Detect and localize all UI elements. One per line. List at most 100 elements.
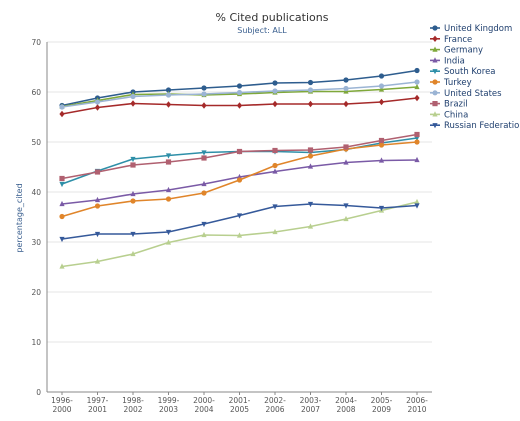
data-point-china — [236, 232, 243, 238]
data-point-russian-federation — [236, 213, 243, 219]
data-point-russian-federation — [272, 204, 278, 210]
data-point-united-states — [343, 85, 349, 92]
data-point-france — [272, 100, 278, 108]
x-tick-label: 2001-2005 — [229, 396, 251, 414]
data-point-russian-federation — [59, 236, 65, 243]
data-point-brazil — [272, 147, 278, 154]
data-point-germany — [378, 86, 385, 92]
data-point-india — [378, 157, 385, 163]
data-point-russian-federation — [94, 231, 101, 238]
data-point-china — [414, 198, 420, 205]
x-tick-label: 2004-2008 — [335, 396, 357, 414]
data-point-china — [165, 239, 172, 245]
y-tick-label: 10 — [31, 338, 41, 347]
x-tick-label: 2003-2007 — [300, 396, 322, 414]
y-tick-label: 20 — [31, 288, 41, 297]
data-point-india — [414, 156, 420, 163]
chart-title: % Cited publications — [216, 11, 329, 24]
data-point-united-states — [130, 93, 136, 100]
data-point-china — [201, 231, 207, 238]
data-point-united-states — [165, 92, 172, 98]
data-point-united-kingdom — [414, 67, 420, 74]
data-point-brazil — [130, 162, 136, 168]
x-tick-label: 2002-2006 — [264, 396, 286, 414]
data-point-united-kingdom — [343, 77, 349, 83]
x-tick-label: 2000-2004 — [193, 396, 215, 414]
data-point-france — [165, 101, 172, 108]
data-point-china — [94, 258, 101, 264]
data-point-india — [130, 190, 136, 197]
legend-label-united-kingdom: United Kingdom — [444, 24, 512, 34]
legend-label-india: India — [444, 56, 465, 66]
y-tick-label: 30 — [31, 238, 41, 247]
data-point-india — [343, 159, 349, 165]
data-point-brazil — [94, 169, 101, 175]
y-tick-label: 50 — [31, 138, 41, 147]
data-point-south-korea — [165, 153, 172, 159]
legend-marker-france — [432, 35, 438, 42]
chart-subtitle: Subject: ALL — [237, 26, 287, 35]
y-tick-label: 40 — [31, 188, 41, 197]
data-point-united-states — [236, 89, 243, 96]
data-point-russian-federation — [130, 231, 136, 238]
legend-label-china: China — [444, 110, 468, 120]
data-point-united-kingdom — [307, 79, 314, 86]
data-point-brazil — [378, 137, 385, 144]
data-point-brazil — [59, 175, 65, 182]
data-point-brazil — [165, 159, 172, 165]
data-point-russian-federation — [165, 229, 172, 236]
data-point-south-korea — [201, 150, 207, 156]
legend-label-united-states: United States — [444, 89, 502, 99]
data-point-france — [236, 102, 243, 109]
x-tick-label: 1998-2002 — [122, 396, 144, 414]
y-tick-label: 60 — [31, 88, 41, 97]
data-point-brazil — [414, 131, 420, 138]
x-tick-label: 2006-2010 — [406, 396, 428, 414]
legend-marker-germany — [432, 46, 438, 52]
data-point-france — [94, 104, 101, 111]
data-point-united-states — [94, 99, 101, 105]
data-point-turkey — [414, 139, 420, 145]
data-point-turkey — [236, 177, 243, 183]
data-point-united-kingdom — [236, 83, 243, 89]
data-point-russian-federation — [343, 203, 349, 209]
data-point-south-korea — [59, 181, 65, 188]
x-tick-label: 2005-2009 — [371, 396, 393, 414]
data-point-china — [343, 215, 349, 222]
data-point-china — [272, 228, 278, 235]
data-point-india — [165, 186, 172, 193]
data-point-turkey — [165, 196, 172, 202]
legend-label-south-korea: South Korea — [444, 67, 496, 77]
legend-marker-united-kingdom — [432, 25, 438, 31]
data-point-turkey — [378, 142, 385, 148]
data-point-south-korea — [130, 156, 136, 163]
data-point-russian-federation — [414, 203, 420, 209]
data-point-china — [59, 263, 65, 269]
x-tick-label: 1997-2001 — [87, 396, 109, 414]
y-tick-label: 70 — [31, 38, 41, 47]
data-point-france — [343, 100, 349, 108]
data-point-france — [59, 110, 65, 118]
data-point-india — [307, 163, 314, 169]
data-point-turkey — [59, 213, 65, 220]
data-point-france — [414, 94, 420, 102]
data-point-united-states — [307, 87, 314, 93]
legend-label-germany: Germany — [444, 46, 483, 56]
series — [59, 67, 420, 269]
data-point-france — [378, 98, 385, 106]
legend-marker-united-states — [432, 90, 438, 96]
data-point-brazil — [236, 148, 243, 155]
data-point-united-states — [414, 79, 420, 85]
data-point-united-kingdom — [272, 80, 278, 86]
data-point-united-states — [59, 104, 65, 110]
legend-label-turkey: Turkey — [443, 78, 472, 88]
legend-label-france: France — [444, 35, 472, 45]
data-point-germany — [414, 83, 420, 90]
data-point-turkey — [130, 198, 136, 204]
data-point-brazil — [201, 155, 207, 161]
data-point-united-states — [272, 88, 278, 94]
data-point-united-states — [378, 83, 385, 89]
legend-marker-china — [432, 111, 438, 117]
legend-label-russian-federation: Russian Federation — [444, 121, 520, 131]
